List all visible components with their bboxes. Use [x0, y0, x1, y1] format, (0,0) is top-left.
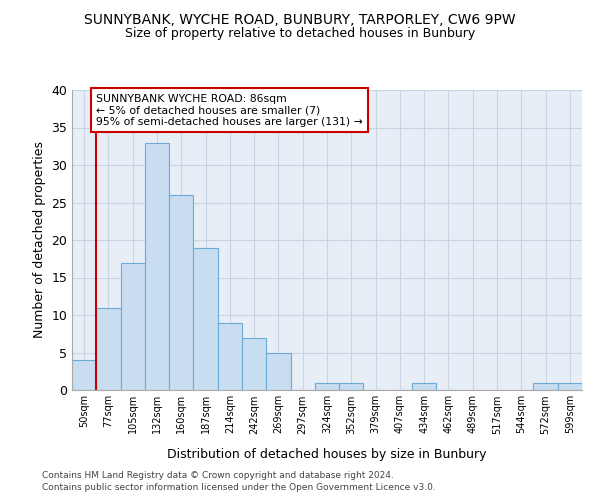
- Bar: [193, 248, 218, 390]
- Bar: [169, 195, 193, 390]
- Text: Size of property relative to detached houses in Bunbury: Size of property relative to detached ho…: [125, 28, 475, 40]
- Y-axis label: Number of detached properties: Number of detached properties: [33, 142, 46, 338]
- Bar: [558, 382, 582, 390]
- Bar: [315, 382, 339, 390]
- Bar: [145, 142, 169, 390]
- Bar: [72, 360, 96, 390]
- Text: Contains HM Land Registry data © Crown copyright and database right 2024.: Contains HM Land Registry data © Crown c…: [42, 471, 394, 480]
- Bar: [533, 382, 558, 390]
- Bar: [339, 382, 364, 390]
- Text: SUNNYBANK, WYCHE ROAD, BUNBURY, TARPORLEY, CW6 9PW: SUNNYBANK, WYCHE ROAD, BUNBURY, TARPORLE…: [84, 12, 516, 26]
- Bar: [96, 308, 121, 390]
- X-axis label: Distribution of detached houses by size in Bunbury: Distribution of detached houses by size …: [167, 448, 487, 460]
- Bar: [242, 338, 266, 390]
- Text: SUNNYBANK WYCHE ROAD: 86sqm
← 5% of detached houses are smaller (7)
95% of semi-: SUNNYBANK WYCHE ROAD: 86sqm ← 5% of deta…: [96, 94, 363, 127]
- Bar: [266, 352, 290, 390]
- Bar: [218, 322, 242, 390]
- Bar: [121, 262, 145, 390]
- Text: Contains public sector information licensed under the Open Government Licence v3: Contains public sector information licen…: [42, 484, 436, 492]
- Bar: [412, 382, 436, 390]
